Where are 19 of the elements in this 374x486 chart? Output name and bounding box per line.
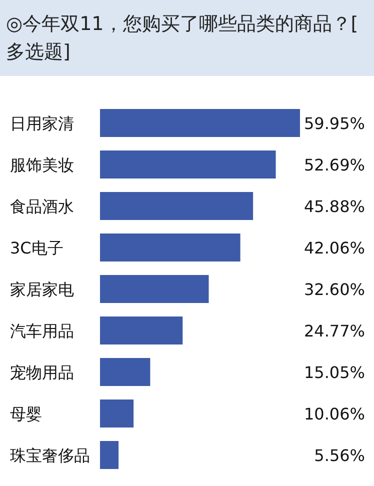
data-label: 59.95% <box>304 114 365 133</box>
data-label: 10.06% <box>304 404 365 424</box>
y-tick-label: 母婴 <box>10 404 42 424</box>
data-label: 42.06% <box>304 238 365 258</box>
y-tick-label: 日用家清 <box>10 114 74 133</box>
data-label: 45.88% <box>304 197 365 216</box>
data-label: 15.05% <box>304 363 365 382</box>
chart-title: ◎今年双11，您购买了哪些品类的商品？[多选题] <box>6 13 358 63</box>
y-tick-label: 宠物用品 <box>10 363 74 382</box>
data-label: 5.56% <box>314 446 365 465</box>
y-tick-label: 食品酒水 <box>10 197 74 216</box>
y-tick-label: 家居家电 <box>10 280 74 299</box>
data-label: 24.77% <box>304 322 365 340</box>
y-tick-label: 珠宝奢侈品 <box>10 446 90 465</box>
y-tick-label: 汽车用品 <box>10 322 74 340</box>
data-label: 52.69% <box>304 156 365 174</box>
data-label: 32.60% <box>304 280 365 299</box>
y-tick-label: 服饰美妆 <box>10 156 74 174</box>
y-tick-label: 3C电子 <box>10 238 64 258</box>
